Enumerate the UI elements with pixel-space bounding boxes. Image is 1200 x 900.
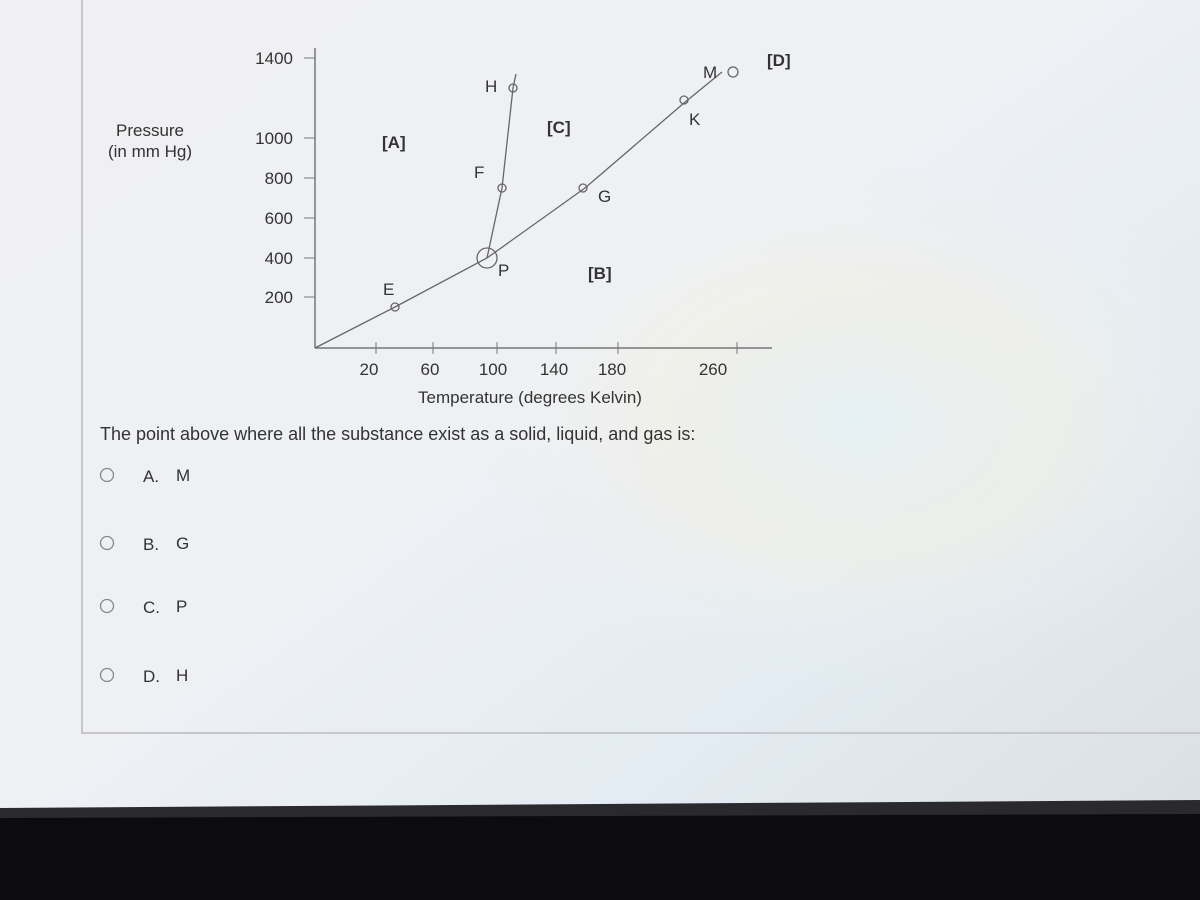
- region-label: [D]: [767, 51, 791, 70]
- y-tick-label: 1000: [255, 129, 293, 148]
- point-marker: [390, 302, 400, 312]
- panel-border: [81, 0, 1200, 734]
- point-marker: [578, 183, 588, 193]
- screen-glare: [300, 150, 1200, 750]
- answer-option[interactable]: A. M: [99, 466, 191, 486]
- x-tick-label: 20: [360, 360, 379, 379]
- option-text: G: [176, 534, 189, 553]
- x-tick-label: 100: [479, 360, 507, 379]
- point-marker: [508, 83, 518, 93]
- y-tick-label: 1400: [255, 49, 293, 68]
- point-label: F: [474, 163, 484, 182]
- option-text: H: [176, 666, 188, 685]
- point-label: G: [598, 187, 611, 206]
- point-label: M: [703, 63, 717, 82]
- option-text: M: [176, 466, 190, 485]
- y-axis-label: Pressure: [116, 121, 184, 140]
- option-text: P: [176, 597, 187, 616]
- point-markers: [390, 66, 739, 312]
- radio-button[interactable]: [99, 535, 115, 551]
- y-axis-label: (in mm Hg): [108, 142, 192, 161]
- y-tick-label: 200: [265, 288, 293, 307]
- radio-button[interactable]: [99, 598, 115, 614]
- radio-button[interactable]: [99, 467, 115, 483]
- monitor-bezel: [0, 812, 1200, 900]
- point-marker: [679, 95, 689, 105]
- question-text: The point above where all the substance …: [100, 424, 695, 444]
- radio-button[interactable]: [99, 667, 115, 683]
- y-tick-label: 800: [265, 169, 293, 188]
- answer-option[interactable]: B. G: [99, 534, 190, 554]
- x-tick-label: 260: [699, 360, 727, 379]
- y-tick-label: 400: [265, 249, 293, 268]
- point-label: H: [485, 77, 497, 96]
- answer-options: A. M B. G C. P D. H: [99, 466, 191, 686]
- point-marker: [727, 66, 739, 78]
- option-letter: B.: [143, 535, 159, 554]
- phase-boundary: [314, 71, 723, 349]
- point-label: P: [498, 261, 509, 280]
- x-tick-label: 60: [421, 360, 440, 379]
- option-letter: D.: [143, 667, 160, 686]
- point-marker: [476, 247, 498, 269]
- region-label: [A]: [382, 133, 406, 152]
- phase-diagram: Pressure (in mm Hg) H M K F G P E [A] [C…: [108, 48, 791, 407]
- region-label: [B]: [588, 264, 612, 283]
- y-tick-label: 600: [265, 209, 293, 228]
- point-label: E: [383, 280, 394, 299]
- answer-option[interactable]: C. P: [99, 597, 188, 617]
- bezel-edge: [0, 800, 1200, 818]
- option-letter: C.: [143, 598, 160, 617]
- point-marker: [497, 183, 507, 193]
- point-label: K: [689, 110, 701, 129]
- x-tick-label: 180: [598, 360, 626, 379]
- answer-option[interactable]: D. H: [99, 666, 189, 686]
- phase-boundary: [486, 73, 517, 259]
- x-tick-label: 140: [540, 360, 568, 379]
- region-label: [C]: [547, 118, 571, 137]
- x-axis-label: Temperature (degrees Kelvin): [418, 388, 642, 407]
- option-letter: A.: [143, 467, 159, 486]
